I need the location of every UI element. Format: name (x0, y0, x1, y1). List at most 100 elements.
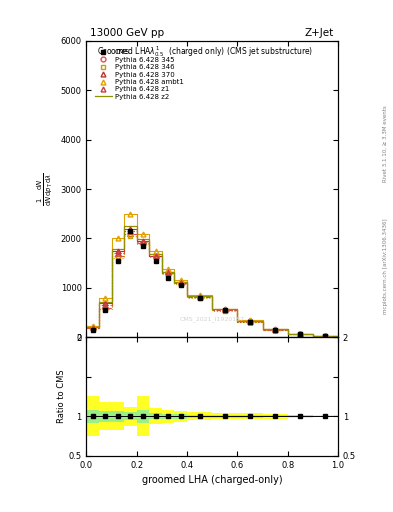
Pythia 6.428 z2 (134, 237, 139, 243)
Pythia 6.428 346 (116, 255, 120, 261)
Pythia 6.428 z2 (310, 331, 315, 337)
Pythia 6.428 ambt1 (323, 333, 328, 339)
Pythia 6.428 370 (298, 331, 303, 337)
Line: CMS: CMS (90, 229, 328, 338)
Pythia 6.428 z2 (122, 223, 127, 229)
Pythia 6.428 z2 (235, 318, 240, 324)
Pythia 6.428 370 (116, 248, 120, 254)
CMS (273, 327, 277, 333)
CMS (222, 307, 227, 313)
Pythia 6.428 370 (128, 225, 133, 231)
CMS (166, 275, 171, 281)
CMS (197, 294, 202, 301)
Pythia 6.428 ambt1 (153, 248, 158, 254)
Pythia 6.428 z1 (166, 270, 171, 276)
Pythia 6.428 z2 (210, 293, 215, 299)
Text: 13000 GeV pp: 13000 GeV pp (90, 28, 165, 38)
Pythia 6.428 345 (166, 270, 171, 276)
Pythia 6.428 z2 (185, 293, 189, 299)
Pythia 6.428 346 (141, 241, 145, 247)
X-axis label: groomed LHA (charged-only): groomed LHA (charged-only) (142, 475, 283, 485)
Pythia 6.428 z2 (285, 326, 290, 332)
Pythia 6.428 z2 (235, 306, 240, 312)
Pythia 6.428 z2 (147, 251, 152, 258)
Pythia 6.428 z2 (109, 246, 114, 252)
Pythia 6.428 ambt1 (116, 236, 120, 242)
Text: Z+Jet: Z+Jet (305, 28, 334, 38)
Pythia 6.428 346 (298, 331, 303, 337)
CMS (128, 228, 133, 234)
Text: Rivet 3.1.10, ≥ 3.3M events: Rivet 3.1.10, ≥ 3.3M events (383, 105, 387, 182)
Pythia 6.428 346 (166, 271, 171, 277)
Pythia 6.428 z2 (160, 268, 164, 274)
Pythia 6.428 346 (90, 325, 95, 331)
Pythia 6.428 z2 (185, 279, 189, 285)
Pythia 6.428 ambt1 (141, 230, 145, 237)
Line: Pythia 6.428 ambt1: Pythia 6.428 ambt1 (90, 211, 328, 338)
CMS (141, 243, 145, 249)
Pythia 6.428 345 (197, 294, 202, 300)
Pythia 6.428 ambt1 (166, 266, 171, 272)
Pythia 6.428 z2 (160, 251, 164, 258)
Pythia 6.428 345 (222, 307, 227, 313)
Pythia 6.428 z2 (147, 237, 152, 243)
Pythia 6.428 346 (153, 254, 158, 260)
CMS (323, 333, 328, 339)
Pythia 6.428 z1 (128, 228, 133, 234)
Pythia 6.428 z2 (122, 246, 127, 252)
Pythia 6.428 346 (178, 281, 183, 287)
Pythia 6.428 345 (273, 327, 277, 333)
Pythia 6.428 z2 (285, 331, 290, 337)
Pythia 6.428 z1 (197, 294, 202, 300)
CMS (178, 282, 183, 288)
Line: Pythia 6.428 z1: Pythia 6.428 z1 (90, 229, 328, 338)
Pythia 6.428 345 (141, 240, 145, 246)
Pythia 6.428 370 (178, 279, 183, 285)
CMS (103, 307, 108, 313)
Pythia 6.428 z1 (90, 325, 95, 331)
Pythia 6.428 345 (248, 318, 252, 325)
Pythia 6.428 345 (178, 280, 183, 286)
Text: CMS_2021_I1920187: CMS_2021_I1920187 (180, 317, 245, 323)
Pythia 6.428 z2 (172, 268, 177, 274)
Pythia 6.428 z2 (84, 324, 89, 330)
Pythia 6.428 z1 (323, 333, 328, 339)
Pythia 6.428 z2 (310, 333, 315, 339)
Pythia 6.428 370 (248, 318, 252, 324)
Pythia 6.428 370 (90, 324, 95, 330)
Pythia 6.428 z1 (178, 280, 183, 286)
Pythia 6.428 z2 (97, 298, 101, 305)
CMS (248, 319, 252, 326)
Pythia 6.428 z2 (109, 298, 114, 305)
Pythia 6.428 z1 (153, 252, 158, 259)
Pythia 6.428 345 (103, 305, 108, 311)
CMS (298, 331, 303, 337)
Text: mcplots.cern.ch [arXiv:1306.3436]: mcplots.cern.ch [arXiv:1306.3436] (383, 219, 387, 314)
Pythia 6.428 ambt1 (248, 317, 252, 324)
Line: Pythia 6.428 370: Pythia 6.428 370 (90, 226, 328, 338)
Pythia 6.428 346 (323, 333, 328, 339)
Line: Pythia 6.428 z2: Pythia 6.428 z2 (86, 226, 338, 336)
Pythia 6.428 z1 (141, 239, 145, 245)
Pythia 6.428 z2 (134, 223, 139, 229)
Pythia 6.428 z1 (248, 319, 252, 325)
Pythia 6.428 370 (153, 252, 158, 259)
Pythia 6.428 z2 (97, 324, 101, 330)
Pythia 6.428 ambt1 (298, 331, 303, 337)
Pythia 6.428 345 (323, 333, 328, 339)
Pythia 6.428 346 (197, 294, 202, 301)
Pythia 6.428 z1 (273, 327, 277, 333)
CMS (90, 327, 95, 333)
Pythia 6.428 370 (166, 269, 171, 275)
Pythia 6.428 345 (153, 252, 158, 259)
Pythia 6.428 370 (323, 333, 328, 339)
Pythia 6.428 ambt1 (273, 326, 277, 332)
Text: Groomed LHA$\lambda^1_{0.5}$  (charged only) (CMS jet substructure): Groomed LHA$\lambda^1_{0.5}$ (charged on… (97, 44, 313, 59)
Pythia 6.428 370 (197, 293, 202, 299)
Pythia 6.428 346 (222, 307, 227, 313)
Pythia 6.428 z1 (116, 250, 120, 257)
Pythia 6.428 ambt1 (128, 211, 133, 217)
Line: Pythia 6.428 345: Pythia 6.428 345 (90, 231, 328, 338)
Pythia 6.428 346 (273, 327, 277, 333)
Legend: CMS, Pythia 6.428 345, Pythia 6.428 346, Pythia 6.428 370, Pythia 6.428 ambt1, P: CMS, Pythia 6.428 345, Pythia 6.428 346,… (92, 47, 186, 102)
